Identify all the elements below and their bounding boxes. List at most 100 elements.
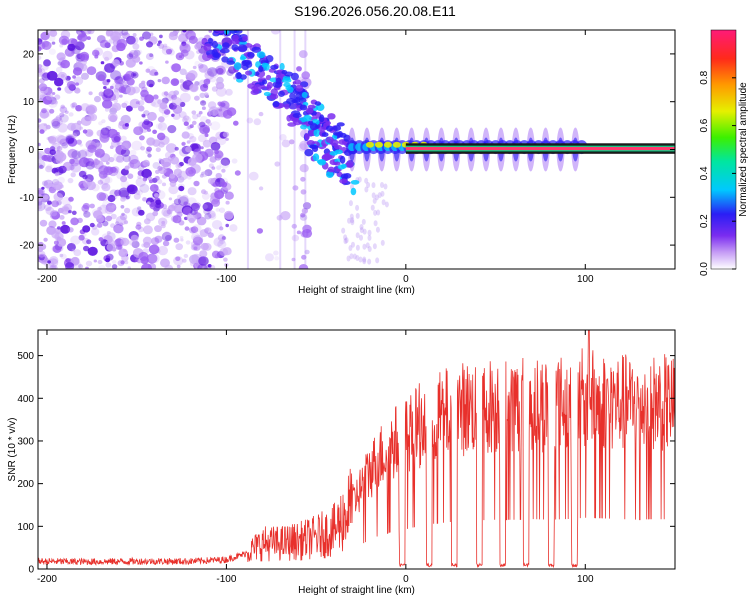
noise-blob xyxy=(179,68,187,76)
noise-blob xyxy=(364,186,369,193)
noise-blob xyxy=(359,234,364,241)
noise-blob xyxy=(149,53,154,57)
noise-blob xyxy=(115,221,120,226)
noise-blob xyxy=(198,256,209,266)
noise-blob xyxy=(216,76,224,84)
noise-blob xyxy=(41,63,49,71)
noise-blob xyxy=(376,209,381,216)
noise-blob xyxy=(118,187,130,198)
noise-blob xyxy=(105,30,114,37)
carrier-lobe xyxy=(392,141,401,148)
noise-blob xyxy=(53,100,58,105)
noise-blob xyxy=(161,220,166,225)
noise-blob xyxy=(102,220,109,227)
noise-blob xyxy=(167,125,177,134)
track-blob xyxy=(289,93,296,100)
noise-blob xyxy=(124,123,129,127)
noise-blob xyxy=(128,52,134,58)
track-blob xyxy=(213,25,220,29)
noise-blob xyxy=(175,243,183,251)
noise-blob xyxy=(134,258,139,263)
noise-blob xyxy=(68,196,74,202)
noise-blob xyxy=(194,60,200,67)
noise-blob xyxy=(201,100,205,104)
noise-blob xyxy=(211,86,218,92)
noise-blob xyxy=(38,159,46,170)
noise-blob xyxy=(362,256,367,263)
noise-blob xyxy=(221,168,226,173)
noise-blob xyxy=(139,135,145,141)
x-tick-label: 100 xyxy=(577,274,594,285)
noise-blob xyxy=(173,30,180,34)
noise-blob xyxy=(171,63,182,73)
noise-blob xyxy=(54,77,64,87)
noise-blob xyxy=(61,38,68,45)
noise-blob xyxy=(162,240,170,247)
noise-blob xyxy=(51,92,56,95)
noise-blob xyxy=(41,108,47,114)
noise-blob xyxy=(298,50,308,59)
track-blob xyxy=(218,15,225,23)
noise-blob xyxy=(191,232,201,241)
noise-blob xyxy=(281,139,291,148)
noise-blob xyxy=(104,176,113,184)
noise-blob xyxy=(68,210,72,214)
noise-blob xyxy=(87,246,98,256)
noise-blob xyxy=(154,235,163,243)
noise-blob xyxy=(101,119,106,124)
noise-blob xyxy=(187,187,197,196)
noise-blob xyxy=(190,203,200,212)
noise-blob xyxy=(138,100,145,106)
noise-blob xyxy=(154,225,162,233)
noise-blob xyxy=(349,253,354,260)
noise-blob xyxy=(161,97,169,104)
noise-blob xyxy=(182,30,187,33)
noise-blob xyxy=(111,204,116,209)
noise-blob xyxy=(111,82,121,92)
noise-blob xyxy=(199,121,206,128)
noise-blob xyxy=(70,217,79,226)
noise-blob xyxy=(171,94,178,100)
noise-blob xyxy=(138,251,149,261)
noise-blob xyxy=(365,242,370,249)
noise-blob xyxy=(70,38,78,45)
noise-blob xyxy=(362,258,367,265)
noise-blob xyxy=(204,212,212,220)
noise-blob xyxy=(119,94,123,98)
noise-blob xyxy=(131,240,140,249)
noise-blob xyxy=(194,209,198,214)
noise-blob xyxy=(67,43,76,51)
noise-blob xyxy=(119,213,128,221)
noise-blob xyxy=(85,161,95,170)
noise-blob xyxy=(188,35,198,45)
noise-blob xyxy=(57,226,61,230)
chart-title: S196.2026.056.20.08.E11 xyxy=(294,3,456,19)
noise-blob xyxy=(231,158,238,164)
noise-blob xyxy=(105,108,109,112)
noise-blob xyxy=(135,177,146,187)
noise-blob xyxy=(147,263,157,269)
noise-blob xyxy=(68,44,77,52)
noise-blob xyxy=(194,43,202,50)
track-blob xyxy=(236,71,242,79)
noise-blob xyxy=(181,141,186,146)
noise-blob xyxy=(146,146,153,152)
track-blob xyxy=(251,46,262,53)
track-blob xyxy=(270,64,279,70)
noise-blob xyxy=(355,232,360,239)
noise-blob xyxy=(183,253,189,258)
noise-blob xyxy=(100,153,111,163)
noise-blob xyxy=(118,248,128,258)
noise-blob xyxy=(148,244,160,255)
noise-blob xyxy=(367,246,372,253)
noise-blob xyxy=(304,249,310,255)
y-tick-label: 500 xyxy=(17,351,34,362)
noise-blob xyxy=(48,258,59,268)
noise-blob xyxy=(59,106,68,113)
track-blob xyxy=(255,61,262,68)
noise-blob xyxy=(168,204,176,212)
x-axis-label: Height of straight line (km) xyxy=(298,285,415,296)
noise-blob xyxy=(106,161,110,165)
noise-blob xyxy=(142,31,151,40)
noise-blob xyxy=(111,166,120,174)
